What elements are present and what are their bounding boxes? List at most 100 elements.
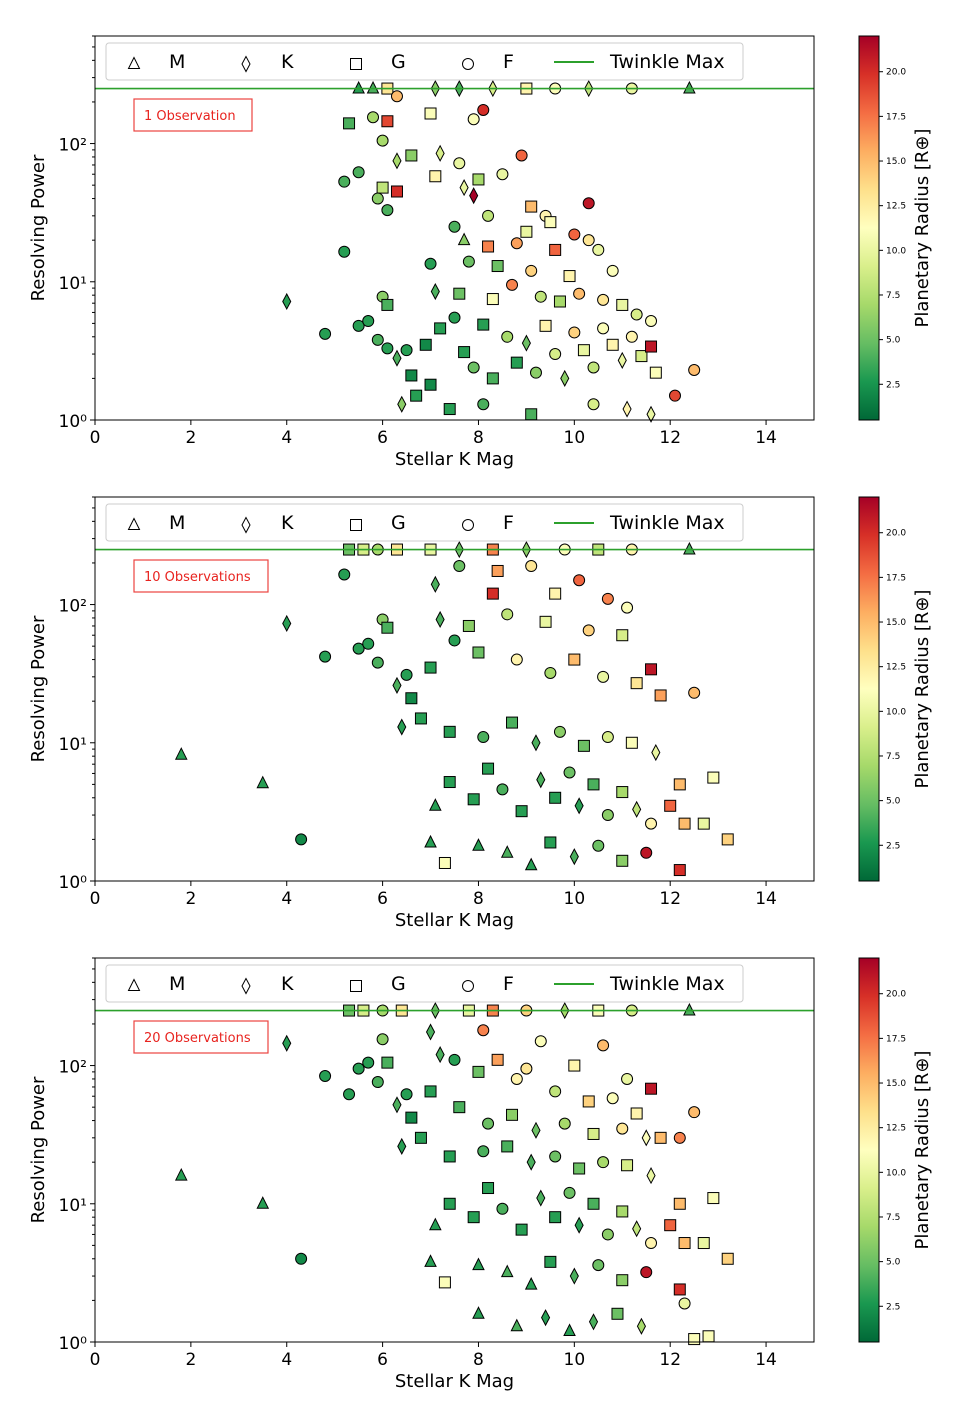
data-point-circle bbox=[587, 361, 600, 374]
colorbar-tick-label: 15.0 bbox=[886, 1079, 906, 1089]
y-tick-label: 10⁰ bbox=[59, 873, 88, 893]
colorbar-gradient bbox=[858, 496, 880, 882]
data-point-square bbox=[405, 149, 418, 162]
data-point-circle bbox=[319, 650, 332, 663]
x-axis-label: Stellar K Mag bbox=[395, 1371, 514, 1392]
colorbar-gradient bbox=[858, 957, 880, 1343]
data-point-circle bbox=[352, 166, 365, 179]
data-point-circle bbox=[688, 686, 701, 699]
data-point-square bbox=[611, 1307, 624, 1320]
data-point-square bbox=[549, 243, 562, 256]
data-point-circle bbox=[362, 315, 375, 328]
data-point-square bbox=[673, 778, 686, 791]
data-point-circle bbox=[400, 1088, 413, 1101]
data-point-circle bbox=[319, 1070, 332, 1083]
data-point-square bbox=[472, 173, 485, 186]
x-tick-label: 2 bbox=[185, 428, 196, 448]
data-point-square bbox=[510, 356, 523, 369]
x-tick-label: 12 bbox=[659, 889, 681, 909]
colorbar: 2.5 5.0 7.5 10.0 12.5 15.0 17.5 20.0 Planetary R… bbox=[858, 957, 933, 1343]
data-point-circle bbox=[424, 257, 437, 270]
data-point-square bbox=[645, 1082, 658, 1095]
plot-area bbox=[95, 958, 814, 1342]
plot-frame bbox=[94, 957, 815, 1343]
data-point-triangle bbox=[683, 541, 696, 555]
data-point-square bbox=[654, 689, 667, 702]
data-point-square bbox=[434, 322, 447, 335]
data-point-square bbox=[635, 350, 648, 363]
data-point-circle bbox=[553, 725, 566, 738]
annotation-box bbox=[133, 1020, 269, 1054]
x-tick-label: 14 bbox=[755, 1350, 777, 1370]
data-point-circle bbox=[477, 398, 490, 411]
data-point-diamond bbox=[536, 771, 546, 789]
data-point-square bbox=[443, 403, 456, 416]
legend-box bbox=[105, 964, 744, 1003]
data-point-square bbox=[616, 298, 629, 311]
annotation-text: 10 Observations bbox=[144, 570, 251, 585]
data-point-square bbox=[405, 692, 418, 705]
data-point-square bbox=[381, 115, 394, 128]
data-point-square bbox=[553, 295, 566, 308]
data-point-square bbox=[429, 170, 442, 183]
annotation-text: 1 Observation bbox=[144, 109, 236, 124]
data-point-square bbox=[381, 1056, 394, 1069]
data-point-circle bbox=[510, 237, 523, 250]
colorbar-tick-label: 12.5 bbox=[886, 1124, 906, 1134]
colorbar-tick-label: 15.0 bbox=[886, 157, 906, 167]
data-point-circle bbox=[467, 361, 480, 374]
data-point-circle bbox=[645, 1237, 658, 1250]
data-point-diamond bbox=[282, 614, 292, 633]
data-point-circle bbox=[371, 656, 384, 669]
data-point-circle bbox=[645, 817, 658, 830]
data-point-square bbox=[549, 587, 562, 600]
panel-2: 0 2 4 6 8 10 12 14 10⁰ 10¹ 10² Stellar K Mag Resolvi… bbox=[28, 496, 933, 931]
data-point-circle bbox=[352, 1062, 365, 1075]
data-point-square bbox=[549, 1211, 562, 1224]
x-tick-label: 14 bbox=[755, 889, 777, 909]
colorbar-tick-label: 5.0 bbox=[886, 797, 901, 807]
data-point-square bbox=[549, 791, 562, 804]
data-point-circle bbox=[621, 1072, 634, 1085]
data-point-circle bbox=[477, 1024, 490, 1037]
data-point-circle bbox=[453, 560, 466, 573]
data-point-square bbox=[539, 615, 552, 628]
colorbar-tick-label: 17.5 bbox=[886, 1034, 906, 1044]
colorbar-tick-label: 5.0 bbox=[886, 336, 901, 346]
data-point-square bbox=[491, 260, 504, 273]
data-point-square bbox=[645, 663, 658, 676]
data-point-square bbox=[673, 864, 686, 877]
x-tick-label: 10 bbox=[564, 428, 586, 448]
data-point-square bbox=[506, 716, 519, 729]
colorbar-label: Planetary Radius [R⊕] bbox=[912, 1051, 933, 1250]
legend-label: Twinkle Max bbox=[609, 512, 725, 534]
legend-label: M bbox=[169, 512, 185, 534]
x-tick-label: 12 bbox=[659, 428, 681, 448]
colorbar: 2.5 5.0 7.5 10.0 12.5 15.0 17.5 20.0 Planetary R… bbox=[858, 35, 933, 421]
data-point-circle bbox=[678, 1297, 691, 1310]
data-point-square bbox=[381, 298, 394, 311]
y-axis-label: Resolving Power bbox=[28, 1076, 49, 1223]
data-point-circle bbox=[482, 209, 495, 222]
data-point-diamond bbox=[397, 718, 407, 736]
data-point-triangle bbox=[472, 1257, 485, 1271]
data-point-square bbox=[414, 712, 427, 725]
legend-marker-circle bbox=[462, 58, 474, 70]
data-point-square bbox=[673, 1283, 686, 1296]
legend-label: K bbox=[281, 973, 294, 995]
data-point-square bbox=[573, 1162, 586, 1175]
data-point-square bbox=[544, 1255, 557, 1268]
data-point-square bbox=[616, 786, 629, 799]
data-point-circle bbox=[371, 333, 384, 346]
y-tick-label: 10² bbox=[59, 597, 87, 617]
x-tick-label: 0 bbox=[90, 1350, 101, 1370]
data-point-circle bbox=[352, 642, 365, 655]
data-point-square bbox=[563, 270, 576, 283]
data-point-circle bbox=[606, 1092, 619, 1105]
data-point-square bbox=[630, 677, 643, 690]
data-point-square bbox=[721, 833, 734, 846]
data-point-circle bbox=[376, 1033, 389, 1046]
data-point-diamond bbox=[588, 1313, 599, 1331]
data-point-square bbox=[702, 1330, 715, 1343]
data-point-circle bbox=[582, 197, 595, 210]
